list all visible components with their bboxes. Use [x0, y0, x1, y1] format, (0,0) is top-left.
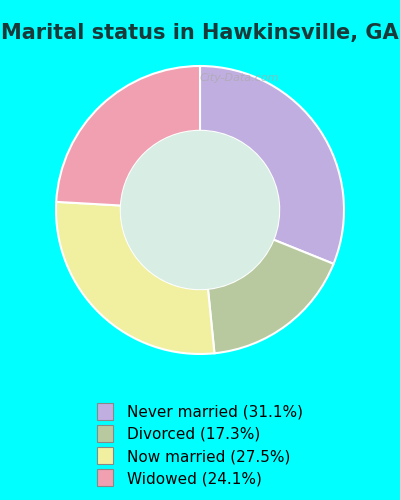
- Text: City-Data.com: City-Data.com: [200, 73, 279, 83]
- Circle shape: [121, 131, 279, 289]
- Text: Marital status in Hawkinsville, GA: Marital status in Hawkinsville, GA: [1, 22, 399, 42]
- Legend: Never married (31.1%), Divorced (17.3%), Now married (27.5%), Widowed (24.1%): Never married (31.1%), Divorced (17.3%),…: [89, 396, 311, 494]
- Wedge shape: [200, 66, 344, 264]
- Wedge shape: [208, 240, 334, 354]
- Wedge shape: [56, 66, 200, 205]
- Wedge shape: [56, 202, 214, 354]
